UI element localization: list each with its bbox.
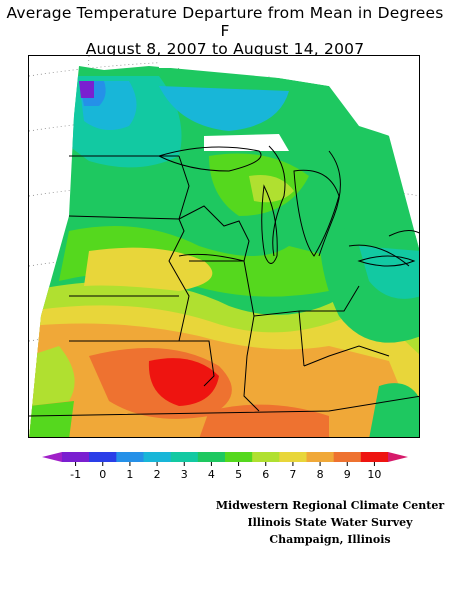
- state-boundaries: [29, 145, 419, 417]
- legend-tick-label: 9: [344, 468, 351, 481]
- color-scale-legend: -1 0 1 2 3 4 5 6 7 8 9 10: [42, 452, 408, 481]
- legend-swatch: [360, 452, 389, 462]
- temperature-departure-map: [28, 55, 420, 438]
- legend-swatch: [333, 452, 362, 462]
- legend-swatch: [252, 452, 280, 462]
- legend-tick-label: 4: [208, 468, 215, 481]
- legend-tick-label: 8: [317, 468, 324, 481]
- map-canvas: [29, 56, 419, 437]
- great-lakes: [157, 146, 419, 267]
- map-title: Average Temperature Departure from Mean …: [0, 4, 450, 58]
- legend-swatch: [89, 452, 117, 462]
- legend-swatch: [62, 452, 90, 462]
- credit-line-3: Champaign, Illinois: [269, 533, 391, 546]
- temperature-field: [29, 66, 419, 437]
- legend-tick-label: 1: [126, 468, 133, 481]
- legend-tick-label: 10: [367, 468, 381, 481]
- title-line-2: August 8, 2007 to August 14, 2007: [85, 40, 365, 58]
- legend-tick-label: 2: [154, 468, 161, 481]
- legend-tick-label: 6: [262, 468, 269, 481]
- legend-high-arrow: [388, 452, 408, 462]
- credits-block: Midwestern Regional Climate Center Illin…: [210, 497, 450, 548]
- legend-swatch: [116, 452, 144, 462]
- legend-swatch: [306, 452, 335, 462]
- legend-swatch: [279, 452, 307, 462]
- credit-line-2: Illinois State Water Survey: [247, 516, 413, 529]
- legend-swatch: [143, 452, 172, 462]
- legend-tick-label: 0: [99, 468, 106, 481]
- title-line-1: Average Temperature Departure from Mean …: [6, 4, 444, 40]
- legend-tick-label: -1: [70, 468, 81, 481]
- legend-tick-label: 7: [289, 468, 296, 481]
- legend-tick-label: 5: [235, 468, 242, 481]
- legend-low-arrow: [42, 452, 62, 462]
- legend-tick-label: 3: [181, 468, 188, 481]
- credit-line-1: Midwestern Regional Climate Center: [215, 499, 445, 512]
- legend-swatch: [170, 452, 199, 462]
- legend-swatch: [225, 452, 253, 462]
- legend-swatch: [197, 452, 226, 462]
